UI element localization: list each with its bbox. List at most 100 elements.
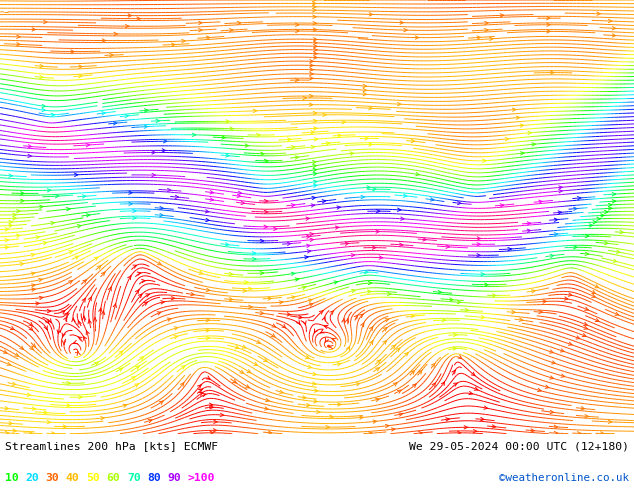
Text: 10: 10 [5,472,19,483]
FancyArrowPatch shape [310,232,313,236]
FancyArrowPatch shape [411,139,415,143]
FancyArrowPatch shape [67,404,70,407]
FancyArrowPatch shape [385,424,389,428]
FancyArrowPatch shape [68,281,72,284]
FancyArrowPatch shape [368,290,371,294]
FancyArrowPatch shape [370,341,373,344]
FancyArrowPatch shape [10,326,14,330]
FancyArrowPatch shape [369,13,373,16]
FancyArrowPatch shape [210,406,213,409]
FancyArrowPatch shape [16,210,20,213]
FancyArrowPatch shape [547,23,550,26]
FancyArrowPatch shape [252,251,256,255]
FancyArrowPatch shape [585,252,588,255]
FancyArrowPatch shape [210,198,214,201]
FancyArrowPatch shape [387,292,391,295]
FancyArrowPatch shape [554,218,558,221]
FancyArrowPatch shape [500,204,503,207]
FancyArrowPatch shape [303,97,306,99]
FancyArrowPatch shape [363,88,366,92]
FancyArrowPatch shape [199,392,203,395]
FancyArrowPatch shape [243,289,246,293]
FancyArrowPatch shape [528,131,531,135]
FancyArrowPatch shape [309,303,313,306]
FancyArrowPatch shape [432,383,436,387]
FancyArrowPatch shape [415,36,418,39]
FancyArrowPatch shape [43,242,47,245]
FancyArrowPatch shape [306,403,310,407]
Text: 50: 50 [86,472,100,483]
FancyArrowPatch shape [214,420,217,423]
FancyArrowPatch shape [271,334,275,337]
FancyArrowPatch shape [61,311,65,314]
FancyArrowPatch shape [144,302,148,305]
FancyArrowPatch shape [307,244,310,247]
FancyArrowPatch shape [63,425,67,428]
Text: ©weatheronline.co.uk: ©weatheronline.co.uk [499,472,629,483]
Text: 80: 80 [147,472,161,483]
FancyArrowPatch shape [210,431,213,435]
FancyArrowPatch shape [363,93,366,96]
FancyArrowPatch shape [42,104,46,108]
FancyArrowPatch shape [99,308,102,312]
FancyArrowPatch shape [16,35,20,38]
FancyArrowPatch shape [326,142,330,145]
FancyArrowPatch shape [345,242,349,245]
FancyArrowPatch shape [5,239,8,242]
FancyArrowPatch shape [32,28,36,31]
FancyArrowPatch shape [337,403,341,406]
FancyArrowPatch shape [198,21,202,24]
FancyArrowPatch shape [82,195,86,198]
FancyArrowPatch shape [40,64,43,68]
FancyArrowPatch shape [257,133,260,137]
FancyArrowPatch shape [469,392,472,395]
FancyArrowPatch shape [347,346,349,350]
FancyArrowPatch shape [314,41,317,45]
FancyArrowPatch shape [39,278,42,282]
FancyArrowPatch shape [51,432,55,435]
FancyArrowPatch shape [171,296,174,300]
FancyArrowPatch shape [295,278,299,281]
FancyArrowPatch shape [373,188,376,191]
FancyArrowPatch shape [192,133,196,137]
FancyArrowPatch shape [359,314,363,318]
FancyArrowPatch shape [28,154,31,157]
FancyArrowPatch shape [213,429,217,432]
FancyArrowPatch shape [129,202,133,205]
FancyArrowPatch shape [88,297,91,301]
FancyArrowPatch shape [67,208,70,211]
FancyArrowPatch shape [313,2,316,5]
FancyArrowPatch shape [128,14,131,17]
FancyArrowPatch shape [365,270,368,274]
FancyArrowPatch shape [615,312,619,316]
FancyArrowPatch shape [321,330,325,333]
FancyArrowPatch shape [253,109,257,113]
FancyArrowPatch shape [375,398,379,401]
Text: We 29-05-2024 00:00 UTC (12+180): We 29-05-2024 00:00 UTC (12+180) [409,441,629,451]
FancyArrowPatch shape [237,21,241,24]
FancyArrowPatch shape [554,425,557,428]
FancyArrowPatch shape [616,250,620,253]
FancyArrowPatch shape [314,138,318,141]
FancyArrowPatch shape [3,350,7,353]
FancyArrowPatch shape [314,52,317,55]
FancyArrowPatch shape [453,333,457,337]
FancyArrowPatch shape [31,253,35,257]
FancyArrowPatch shape [291,272,295,275]
FancyArrowPatch shape [230,297,233,301]
FancyArrowPatch shape [146,294,150,297]
FancyArrowPatch shape [457,431,461,435]
FancyArrowPatch shape [13,429,16,432]
FancyArrowPatch shape [581,407,585,410]
FancyArrowPatch shape [240,370,243,373]
FancyArrowPatch shape [351,253,354,257]
FancyArrowPatch shape [136,290,139,294]
FancyArrowPatch shape [237,194,241,197]
FancyArrowPatch shape [404,28,407,32]
FancyArrowPatch shape [264,199,268,203]
FancyArrowPatch shape [64,313,68,317]
FancyArrowPatch shape [585,307,588,310]
FancyArrowPatch shape [77,351,81,356]
FancyArrowPatch shape [412,384,416,388]
FancyArrowPatch shape [295,29,299,33]
